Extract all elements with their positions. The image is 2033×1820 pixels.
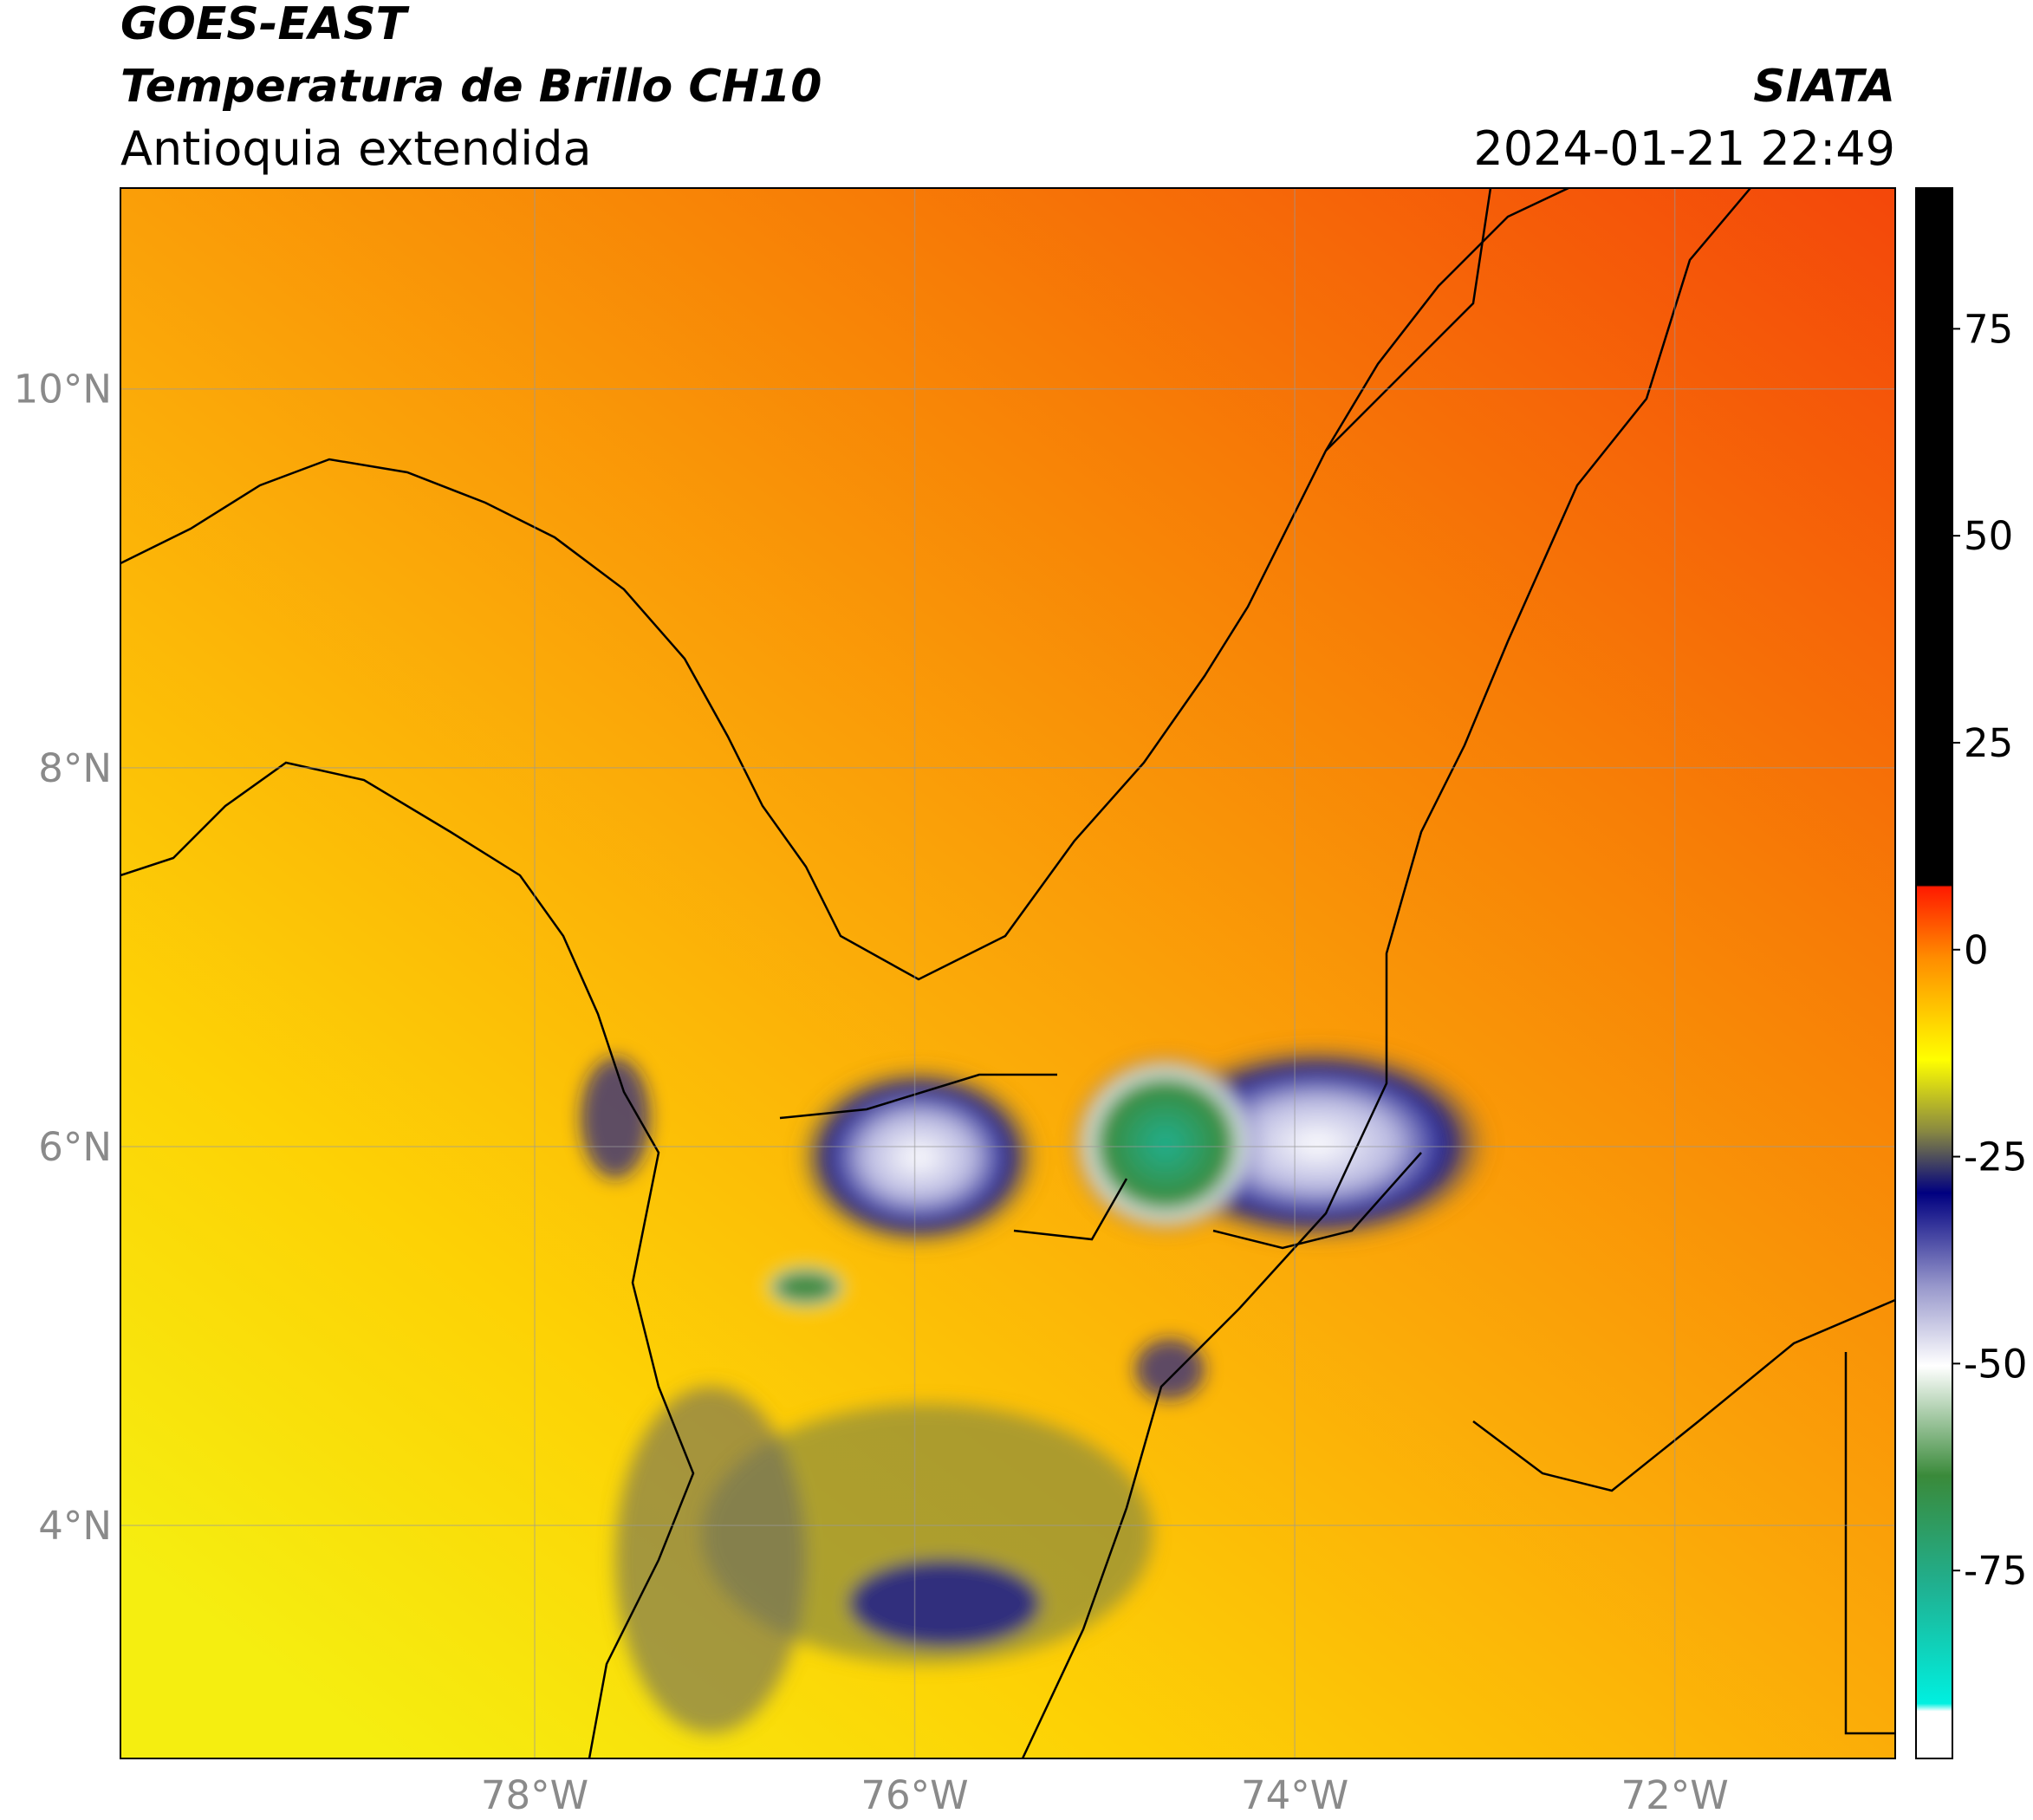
colorbar-tick-label: 50: [1964, 513, 2013, 559]
border: [1021, 188, 1751, 1758]
subtitle: Temperatura de Brillo CH10: [120, 61, 822, 113]
lon-tick-label: 72°W: [1621, 1772, 1729, 1818]
cloud: [615, 1387, 806, 1733]
map-image: [120, 188, 1895, 1758]
colorbar-tick-label: 0: [1964, 927, 1989, 973]
colorbar-tick-label: -50: [1964, 1341, 2028, 1387]
region: Antioquia extendida: [120, 121, 592, 176]
cloud: [768, 1266, 844, 1308]
coastline: [120, 761, 695, 1758]
lon-tick-label: 74°W: [1241, 1772, 1348, 1818]
cloud: [797, 1066, 1040, 1248]
cloud: [1075, 1057, 1257, 1231]
source: SIATA: [1753, 61, 1895, 113]
colorbar-tick-label: -75: [1964, 1548, 2028, 1594]
lat-tick-label: 4°N: [38, 1503, 112, 1549]
border: [779, 1073, 1422, 1250]
lon-tick-label: 76°W: [861, 1772, 968, 1818]
colorbar: [1915, 187, 1953, 1759]
border: [1472, 1298, 1895, 1735]
borders: [120, 188, 1895, 1758]
colorbar-tick-label: 25: [1964, 720, 2013, 766]
cloud: [702, 1404, 1153, 1664]
cloud: [581, 1057, 650, 1179]
grid: [120, 188, 1895, 1758]
lat-tick-label: 8°N: [38, 745, 112, 791]
datetime: 2024-01-21 22:49: [1473, 121, 1895, 176]
cloud: [1135, 1339, 1205, 1400]
lat-tick-label: 6°N: [38, 1124, 112, 1170]
colorbar-tick-label: 75: [1964, 306, 2013, 352]
lon-tick-label: 78°W: [481, 1772, 588, 1818]
clouds: [581, 1044, 1491, 1733]
lat-tick-label: 10°N: [14, 367, 112, 413]
map-frame: [120, 187, 1896, 1759]
title: GOES-EAST: [120, 0, 410, 50]
colorbar-tick-label: -25: [1964, 1134, 2028, 1180]
cloud: [849, 1560, 1040, 1647]
coastline: [120, 188, 1569, 981]
